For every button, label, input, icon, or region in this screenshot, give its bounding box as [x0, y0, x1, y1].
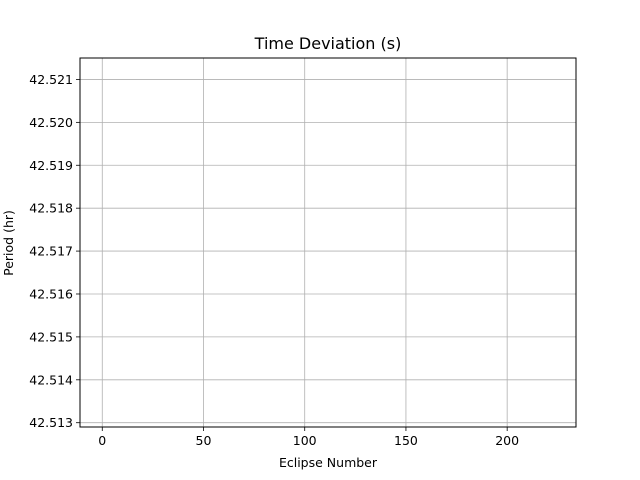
x-tick-label: 100	[293, 433, 317, 448]
y-tick-label: 42.514	[29, 372, 73, 387]
x-axis-label: Eclipse Number	[279, 455, 378, 470]
y-tick-label: 42.517	[29, 244, 73, 259]
y-tick-label: 42.520	[29, 115, 73, 130]
plot-area-frame	[79, 57, 577, 428]
y-tick-label: 42.519	[29, 158, 73, 173]
y-tick-label: 42.521	[29, 72, 73, 87]
grid	[80, 58, 576, 427]
x-tick-label: 50	[196, 433, 212, 448]
chart-title: Time Deviation (s)	[254, 34, 402, 53]
y-tick-label: 42.513	[29, 415, 73, 430]
x-tick-label: 150	[394, 433, 418, 448]
y-tick-label: 42.516	[29, 286, 73, 301]
y-axis-label: Period (hr)	[1, 210, 16, 276]
x-tick-label: 0	[98, 433, 106, 448]
x-tick-label: 200	[495, 433, 519, 448]
y-tick-label: 42.518	[29, 201, 73, 216]
y-tick-label: 42.515	[29, 329, 73, 344]
ticks: 0 50 100 150 200 42.513 42.514 42.515 42.516 42.5…	[29, 72, 519, 448]
